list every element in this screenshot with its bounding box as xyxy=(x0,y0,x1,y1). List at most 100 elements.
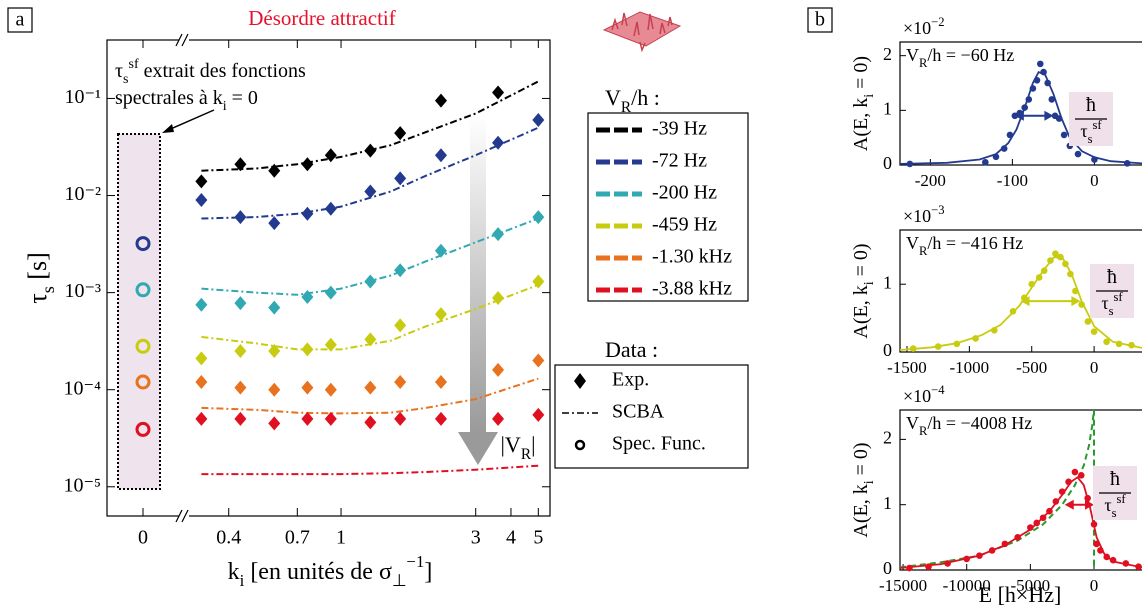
text-part: extrait des fonctions xyxy=(139,60,306,82)
spec-band xyxy=(117,133,161,490)
text-part: R xyxy=(919,424,928,438)
y-axis-label: τs [s] xyxy=(23,252,58,303)
text-part: = 0) xyxy=(850,243,872,281)
trend-arrow xyxy=(470,115,486,433)
width-label: τssf xyxy=(1101,290,1123,318)
text-part: τ xyxy=(1101,293,1108,313)
fwhm-arrowhead xyxy=(1044,110,1054,121)
legend-label: -72 Hz xyxy=(652,150,707,172)
exp-point xyxy=(532,210,545,225)
text-part: ×10 xyxy=(903,206,931,226)
x-tick-label: -500 xyxy=(1016,358,1047,377)
scba-line xyxy=(201,464,539,476)
plot-frame xyxy=(899,41,1142,166)
annotation-arrowhead xyxy=(162,124,174,133)
data-point xyxy=(1058,488,1066,495)
exp-point xyxy=(532,274,545,289)
data-point xyxy=(1033,76,1041,84)
text-part: s xyxy=(38,286,58,293)
exp-point xyxy=(324,382,337,397)
data-point xyxy=(1036,60,1044,68)
data-point xyxy=(1021,104,1028,111)
width-label: τssf xyxy=(1104,492,1126,520)
text-part: s xyxy=(123,72,128,87)
x-tick-label: 0 xyxy=(138,527,148,549)
text-part: τ xyxy=(1104,495,1111,515)
y-axis-label: A(E, ki = 0) xyxy=(850,56,877,151)
spec-point xyxy=(135,421,151,437)
data-point xyxy=(1048,96,1056,103)
axis-break xyxy=(175,509,189,523)
data-point xyxy=(1046,507,1053,515)
data-point xyxy=(1009,308,1017,315)
text-part: [en unités de σ xyxy=(244,559,392,585)
exp-point xyxy=(364,332,377,347)
data-point xyxy=(1062,260,1069,268)
x-tick-label: -1500 xyxy=(887,358,927,377)
exp-point xyxy=(195,375,208,390)
trend-arrowhead xyxy=(458,432,498,465)
axis-break xyxy=(175,33,189,47)
exp-point xyxy=(434,93,447,108)
text-part: A(E, k xyxy=(850,285,872,338)
data-point xyxy=(1006,131,1014,139)
data-point xyxy=(1055,115,1063,122)
exp-point xyxy=(492,85,505,100)
fwhm-arrowhead xyxy=(1071,296,1081,307)
text-part: −2 xyxy=(931,15,944,29)
fwhm-arrowhead xyxy=(1014,110,1024,121)
text-part: ħ xyxy=(1110,468,1120,490)
exp-point xyxy=(394,375,407,390)
data-point xyxy=(909,345,917,352)
exp-point xyxy=(234,210,247,225)
legend-title: VR/h : xyxy=(605,85,660,116)
data-point xyxy=(1028,280,1036,288)
arrow-label: |VR| xyxy=(501,432,536,463)
data-point xyxy=(972,335,979,342)
exp-point xyxy=(268,382,281,397)
data-point xyxy=(991,327,998,334)
exp-point xyxy=(195,351,208,366)
width-label: ħ xyxy=(1086,94,1096,116)
text-part: τ xyxy=(115,60,123,82)
data-point xyxy=(1001,540,1009,548)
exp-point xyxy=(434,243,447,258)
data-point xyxy=(982,158,989,166)
text-part: /h : xyxy=(631,85,660,110)
data-legend-label: SCBA xyxy=(612,401,665,423)
exp-point xyxy=(394,126,407,141)
x-tick-label: 1 xyxy=(336,527,346,549)
data-point xyxy=(1060,131,1068,139)
y-axis-label: A(E, ki = 0) xyxy=(850,243,877,338)
annotation-arrow xyxy=(165,109,215,132)
exp-point xyxy=(301,290,314,305)
text-part: V xyxy=(906,233,919,253)
data-point xyxy=(1035,274,1043,281)
plot-frame xyxy=(106,39,551,517)
panel-label: a xyxy=(16,9,25,31)
data-point xyxy=(1040,267,1048,274)
x-tick-label: 0 xyxy=(1090,576,1099,595)
width-label: ħ xyxy=(1107,266,1117,288)
data-point xyxy=(1091,156,1098,163)
exp-point xyxy=(324,337,337,352)
scba-line xyxy=(201,126,539,220)
data-point xyxy=(1044,79,1051,87)
y-tick-label: 10⁻¹ xyxy=(64,86,101,108)
fwhm-arrowhead xyxy=(1064,499,1074,510)
data-legend-label: Spec. Func. xyxy=(612,433,706,455)
x-tick-label: 3 xyxy=(471,527,481,549)
x-tick-label: 4 xyxy=(506,527,516,549)
exp-point xyxy=(301,411,314,426)
text-part: R xyxy=(919,56,928,70)
panel-annotation: VR/h = −60 Hz xyxy=(906,45,1014,70)
text-part: −3 xyxy=(931,203,944,217)
exp-point xyxy=(234,344,247,359)
text-part: sf xyxy=(1093,118,1103,132)
text-part: τ xyxy=(23,293,52,303)
panel-label-box xyxy=(807,7,833,33)
exp-point xyxy=(301,342,314,357)
exp-point xyxy=(492,227,505,242)
